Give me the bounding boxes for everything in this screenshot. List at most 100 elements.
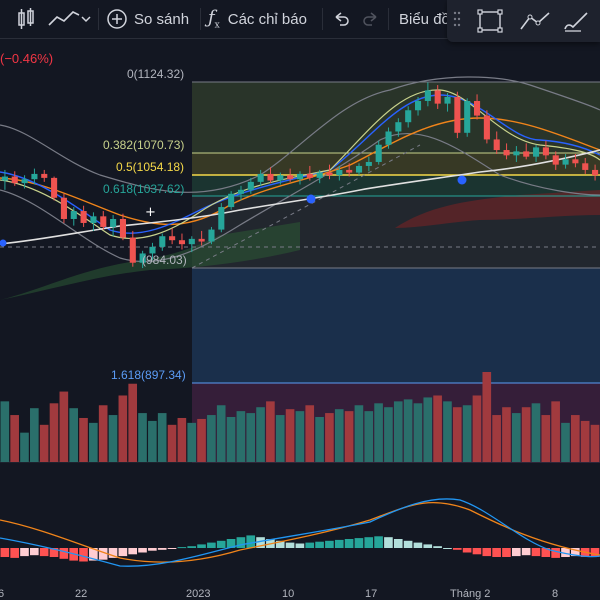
candle[interactable] — [513, 151, 520, 156]
undo-icon[interactable] — [332, 0, 350, 38]
volume-bar — [315, 417, 324, 462]
candle[interactable] — [434, 90, 441, 104]
candle[interactable] — [110, 218, 117, 227]
date-axis[interactable]: 6 22 2023 10 17 Tháng 2 8 — [0, 588, 600, 600]
candle[interactable] — [31, 173, 38, 180]
volume-bar — [226, 417, 236, 462]
candle[interactable] — [90, 216, 97, 223]
candle[interactable] — [287, 175, 294, 180]
volume-bar — [452, 407, 462, 462]
candle[interactable] — [80, 211, 87, 223]
macd-histogram-bar — [482, 548, 492, 557]
candle[interactable] — [405, 110, 412, 123]
macd-histogram-bar — [59, 548, 69, 559]
volume-bar — [128, 383, 138, 462]
candle[interactable] — [385, 131, 392, 145]
candle[interactable] — [375, 144, 382, 162]
volume-bar — [256, 407, 265, 462]
volume-bar — [551, 401, 560, 462]
candle[interactable] — [218, 207, 225, 230]
candle[interactable] — [159, 236, 166, 247]
candle[interactable] — [208, 229, 215, 242]
candle[interactable] — [582, 163, 589, 170]
compare-button[interactable]: So sánh — [106, 0, 189, 38]
candle[interactable] — [70, 211, 77, 219]
candle[interactable] — [316, 172, 323, 178]
candle[interactable] — [51, 177, 58, 198]
candle[interactable] — [336, 169, 343, 176]
candle[interactable] — [533, 147, 540, 157]
candle[interactable] — [562, 159, 569, 165]
volume-bar — [49, 403, 59, 462]
candle[interactable] — [464, 100, 471, 133]
candle[interactable] — [493, 139, 500, 151]
candle[interactable] — [178, 240, 186, 245]
candle[interactable] — [21, 179, 28, 184]
candle[interactable] — [474, 100, 481, 116]
candle[interactable] — [237, 189, 245, 194]
signal-marker[interactable] — [306, 194, 316, 204]
indicators-button[interactable]: ƒx Các chỉ báo — [208, 0, 307, 38]
candle[interactable] — [592, 169, 599, 176]
volume-bar — [98, 405, 108, 462]
volume-bar — [541, 415, 551, 462]
candle[interactable] — [257, 173, 264, 182]
candle[interactable] — [198, 238, 205, 242]
candle[interactable] — [454, 97, 461, 133]
candle[interactable] — [1, 176, 8, 181]
candle[interactable] — [296, 173, 304, 180]
candle[interactable] — [346, 169, 353, 173]
candle[interactable] — [129, 237, 136, 263]
macd-histogram-bar — [433, 546, 442, 548]
candle[interactable] — [503, 150, 510, 156]
candle[interactable] — [552, 155, 559, 165]
date-tick: 6 — [0, 588, 5, 600]
macd-histogram-bar — [39, 548, 49, 557]
candle[interactable] — [355, 165, 363, 173]
candle[interactable] — [267, 173, 274, 181]
volume-bar — [295, 411, 305, 462]
candle[interactable] — [572, 159, 579, 164]
candle[interactable] — [139, 253, 146, 263]
candle[interactable] — [542, 147, 549, 156]
macd-histogram-bar — [531, 548, 541, 557]
volume-bar — [364, 411, 374, 462]
chevron-down-icon[interactable] — [80, 0, 92, 38]
volume-bar — [207, 415, 216, 462]
candle[interactable] — [119, 218, 126, 238]
candle[interactable] — [247, 181, 254, 190]
candle[interactable] — [483, 115, 490, 140]
candle[interactable] — [228, 193, 235, 208]
redo-icon[interactable] — [362, 0, 380, 38]
volume-bar — [423, 397, 433, 462]
volume-bar — [561, 422, 570, 462]
candle[interactable] — [149, 246, 156, 254]
candle[interactable] — [41, 173, 48, 178]
candle[interactable] — [414, 100, 422, 111]
fib-zone-05-0618 — [192, 175, 600, 196]
candle[interactable] — [306, 173, 313, 178]
chart-type-button[interactable]: Biểu đồ — [399, 0, 450, 38]
candle[interactable] — [326, 172, 333, 176]
candle[interactable] — [188, 238, 195, 245]
candle[interactable] — [169, 236, 176, 241]
candle[interactable] — [11, 176, 18, 184]
macd-histogram-bar — [79, 548, 88, 562]
candle[interactable] — [444, 97, 451, 104]
bollinger-upper — [0, 76, 600, 193]
macd-histogram-bar — [541, 548, 551, 557]
candle[interactable] — [277, 175, 284, 181]
macd-histogram-bar — [226, 539, 236, 548]
signal-marker[interactable] — [0, 239, 7, 247]
signal-marker[interactable] — [457, 175, 467, 185]
candle[interactable] — [100, 216, 107, 227]
candles-icon[interactable] — [16, 0, 36, 38]
candle[interactable] — [424, 90, 431, 101]
candle[interactable] — [60, 197, 67, 219]
candle[interactable] — [523, 151, 530, 157]
candle[interactable] — [365, 161, 372, 166]
price-change-percent: (−0.46%) — [0, 51, 54, 66]
line-chart-icon[interactable] — [47, 0, 81, 38]
candle[interactable] — [395, 122, 402, 132]
